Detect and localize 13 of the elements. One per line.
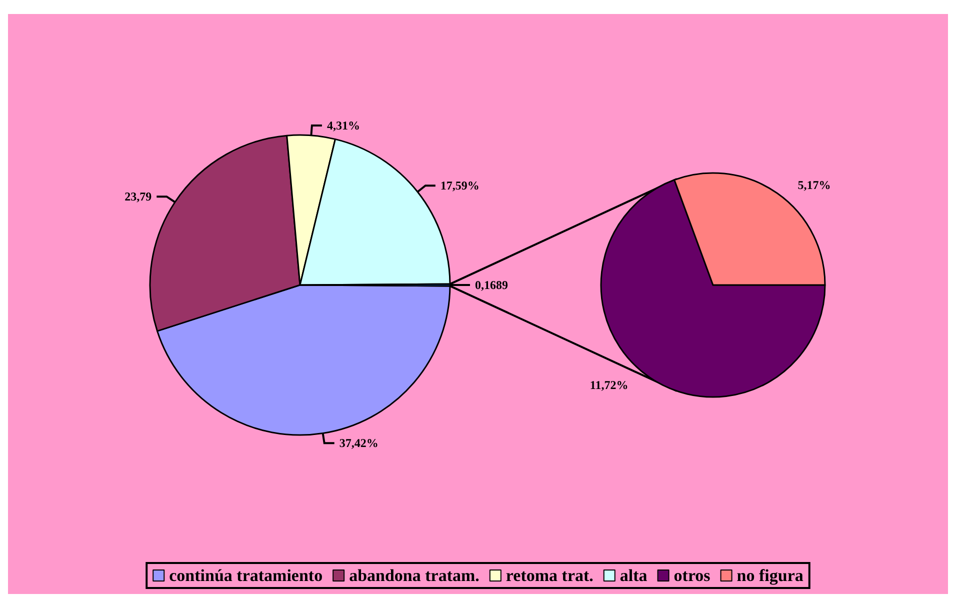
data-label: 4,31% xyxy=(326,118,360,132)
data-label: 17,59% xyxy=(440,178,480,193)
data-label: 37,42% xyxy=(339,436,378,450)
legend-label: continúa tratamiento xyxy=(169,566,323,585)
data-label: 0,1689 xyxy=(475,278,508,292)
legend-label: no figura xyxy=(736,566,804,585)
legend-label: abandona tratam. xyxy=(349,566,480,585)
legend-label: otros xyxy=(674,566,711,585)
data-label: 11,72% xyxy=(590,378,628,392)
legend-label: retoma trat. xyxy=(506,566,594,585)
data-label: 5,17% xyxy=(798,178,831,192)
legend-label: alta xyxy=(620,566,648,585)
data-label: 23,79 xyxy=(124,190,152,204)
